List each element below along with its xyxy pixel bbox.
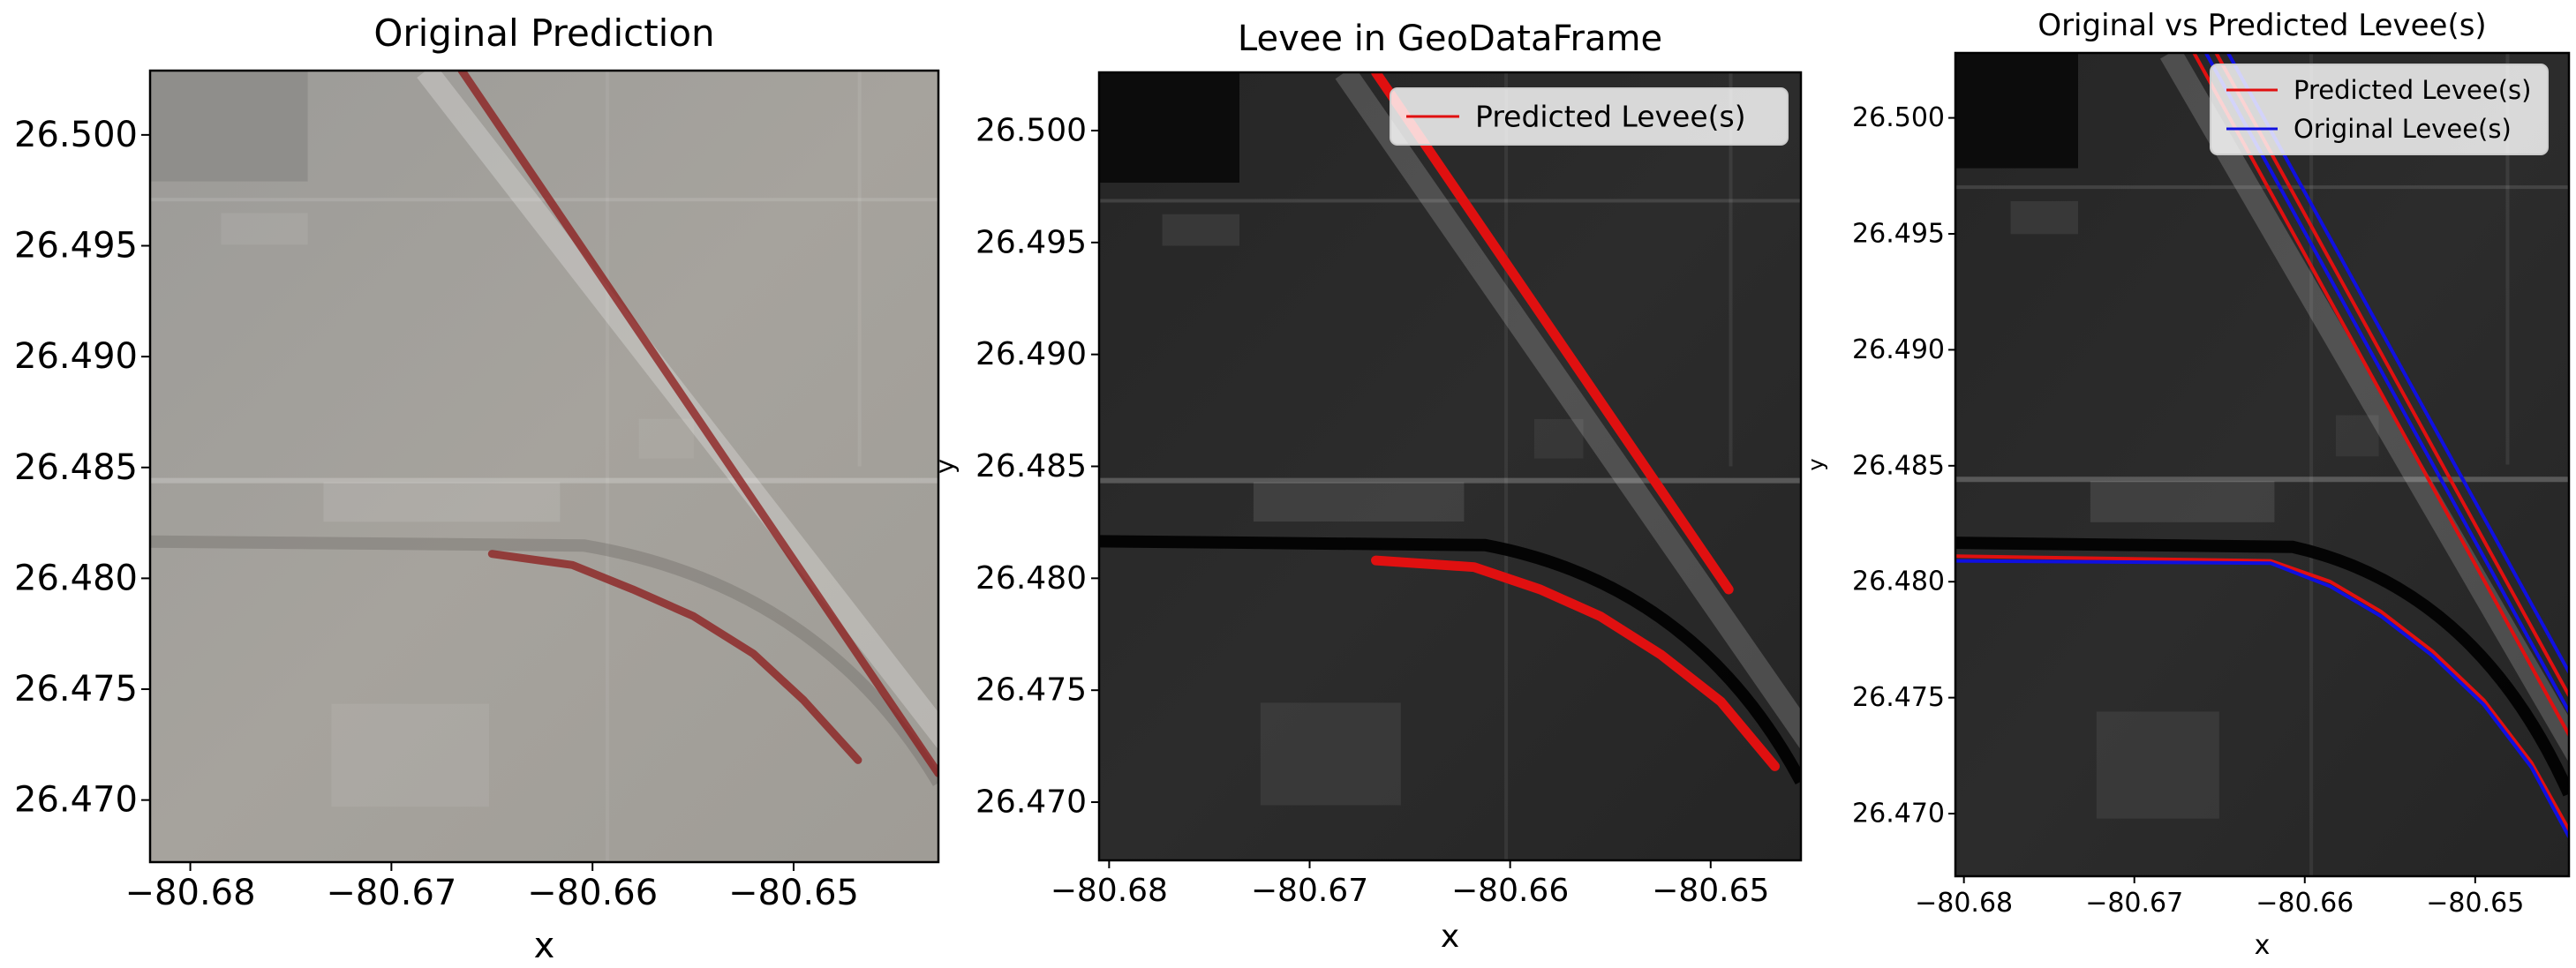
- y-tick-label: 26.500: [14, 115, 138, 155]
- x-tick-label: −80.67: [1251, 873, 1368, 909]
- y-tick-label: 26.485: [975, 448, 1087, 484]
- x-tick-label: −80.65: [728, 873, 859, 913]
- legend-label: Predicted Levee(s): [1475, 100, 1746, 134]
- x-axis-label: x: [534, 926, 555, 966]
- predicted-levee-line-4: [1955, 554, 2569, 832]
- x-tick-label: −80.68: [125, 873, 256, 913]
- x-axis-label: x: [1441, 919, 1459, 955]
- y-tick-label: 26.495: [14, 225, 138, 266]
- y-tick-label: 26.490: [975, 336, 1087, 372]
- legend-label: Original Levee(s): [2294, 114, 2512, 144]
- x-tick-label: −80.68: [1915, 888, 2013, 919]
- y-tick-label: 26.500: [975, 112, 1087, 148]
- prediction-overlay-1: [487, 550, 862, 764]
- predicted-levee-line-1: [2214, 53, 2569, 697]
- panel-levee-geodataframe: 26.470 26.475 26.480 26.485 26.490 26.495 26.5…: [930, 19, 1803, 955]
- x-tick-label: −80.67: [326, 873, 456, 913]
- panel-original-prediction: 26.470 26.475 26.480 26.485 26.490 26.495 26.5…: [14, 11, 940, 966]
- original-levee-line-5: [1955, 559, 2569, 839]
- y-tick-label: 26.470: [14, 780, 138, 821]
- original-levee-line-2: [2203, 53, 2569, 714]
- legend: Predicted Levee(s): [1390, 87, 1789, 146]
- chart-title: Original vs Predicted Levee(s): [2037, 8, 2486, 43]
- series-group: [1955, 53, 2569, 839]
- y-axis-label: y: [930, 459, 960, 474]
- legend-label: Predicted Levee(s): [2294, 75, 2531, 105]
- y-tick-label: 26.500: [1852, 102, 1945, 133]
- y-tick-label: 26.495: [975, 224, 1087, 260]
- x-tick-label: −80.68: [1051, 873, 1168, 909]
- y-axis-label: y: [1804, 458, 1828, 470]
- x-axis-label: x: [2255, 930, 2271, 961]
- aerial-image: [1955, 53, 2569, 876]
- panel-original-vs-predicted: 26.470 26.475 26.480 26.485 26.490 26.495 26.5…: [1804, 8, 2571, 961]
- y-tick-label: 26.485: [14, 447, 138, 488]
- y-tick-label: 26.475: [14, 669, 138, 709]
- y-tick-label: 26.475: [975, 672, 1087, 709]
- y-tick-label: 26.480: [975, 560, 1087, 597]
- series-group: [1371, 72, 1780, 771]
- x-tick-label: −80.66: [2256, 888, 2354, 919]
- x-tick-label: −80.65: [2426, 888, 2524, 919]
- y-tick-label: 26.490: [14, 336, 138, 377]
- aerial-image: [150, 71, 938, 862]
- axes-frame: [1954, 51, 2571, 878]
- x-tick-label: −80.67: [2085, 888, 2183, 919]
- predicted-levee-line-0: [2192, 53, 2569, 737]
- chart-title: Levee in GeoDataFrame: [1238, 19, 1662, 59]
- y-tick-label: 26.470: [1852, 799, 1945, 829]
- y-tick-label: 26.475: [1852, 682, 1945, 713]
- y-tick-label: 26.490: [1852, 334, 1945, 365]
- y-tick-label: 26.485: [1852, 450, 1945, 481]
- predicted-levee-line-0: [1371, 72, 1734, 595]
- predicted-levee-line-1: [1371, 555, 1780, 771]
- series-group: [457, 71, 938, 777]
- x-tick-label: −80.66: [1451, 873, 1569, 909]
- prediction-overlay-0: [457, 71, 938, 777]
- y-tick-label: 26.480: [14, 558, 138, 598]
- legend: Predicted Levee(s) Original Levee(s): [2210, 64, 2549, 155]
- y-tick-label: 26.480: [1852, 567, 1945, 597]
- aerial-image: [1099, 72, 1801, 860]
- original-levee-line-3: [2226, 53, 2569, 674]
- x-tick-label: −80.65: [1652, 873, 1769, 909]
- y-tick-label: 26.495: [1852, 218, 1945, 249]
- y-tick-label: 26.470: [975, 784, 1087, 821]
- axes-frame: [148, 69, 940, 864]
- chart-title: Original Prediction: [373, 11, 714, 55]
- x-tick-label: −80.66: [527, 873, 658, 913]
